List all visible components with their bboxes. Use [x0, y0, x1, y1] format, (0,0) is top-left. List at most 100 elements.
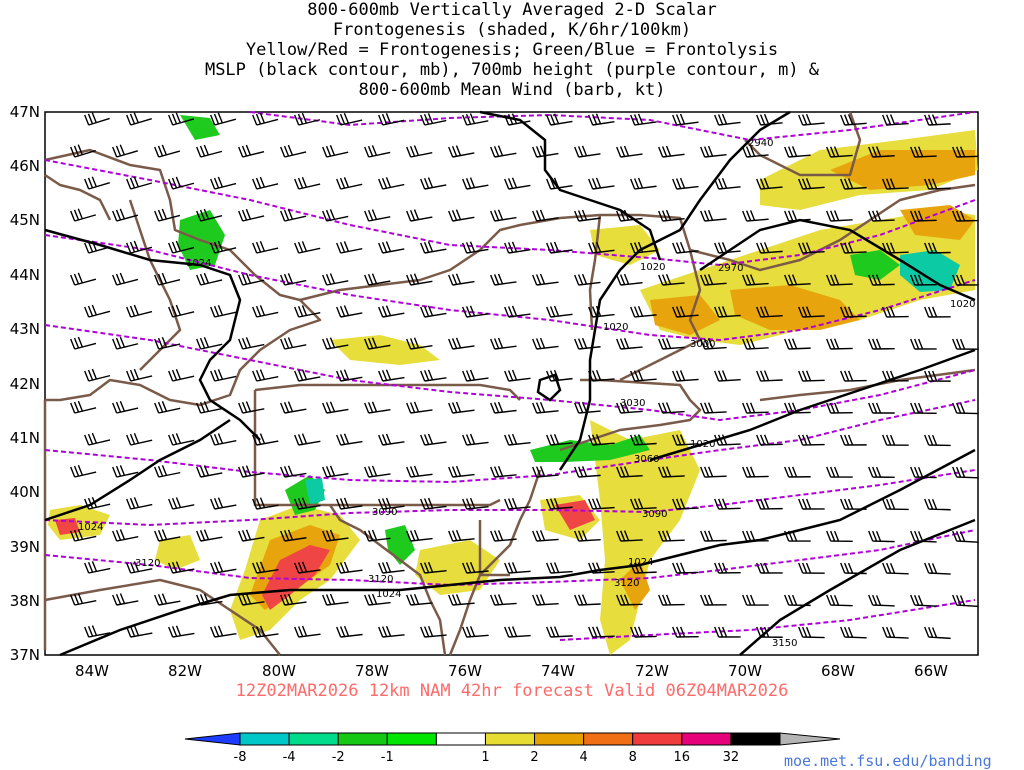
colorbar-label: 1	[481, 750, 489, 765]
wind-barb	[952, 530, 979, 543]
lon-label: 78W	[355, 662, 389, 680]
fgen-patch-orange	[730, 285, 860, 330]
wind-barb	[616, 530, 643, 542]
lat-label: 39N	[10, 538, 40, 556]
fgen-patch-teal	[900, 250, 960, 292]
height-label: 3120	[368, 574, 393, 585]
wind-barb	[882, 370, 909, 382]
wind-barb	[700, 145, 727, 158]
height-label: 2970	[718, 263, 743, 274]
wind-barb	[406, 209, 433, 222]
wind-barb	[336, 497, 363, 510]
wind-barb	[70, 400, 97, 414]
wind-barb	[336, 112, 363, 126]
wind-barb	[882, 242, 909, 254]
wind-barb	[462, 177, 489, 190]
wind-barb	[672, 434, 699, 446]
wind-barb	[882, 434, 909, 446]
colorbar-label: 2	[530, 750, 538, 765]
forecast-subtitle: 12Z02MAR2026 12km NAM 42hr forecast Vali…	[235, 681, 789, 701]
wind-barb	[840, 370, 867, 382]
wind-barb	[420, 626, 447, 638]
wind-barb	[714, 370, 741, 382]
wind-barb	[154, 144, 181, 158]
wind-barb	[630, 626, 657, 638]
wind-barb	[322, 337, 349, 350]
wind-barb	[532, 209, 559, 222]
wind-barb	[154, 208, 181, 222]
wind-barb	[154, 465, 181, 478]
wind-barb	[840, 434, 867, 446]
height-contour	[249, 111, 976, 142]
wind-barb	[322, 209, 349, 222]
wind-barb	[630, 434, 657, 446]
wind-barb	[588, 434, 615, 446]
wind-barb	[448, 145, 475, 158]
wind-barb	[238, 401, 265, 414]
wind-barb	[658, 274, 685, 286]
wind-barb	[910, 466, 937, 479]
wind-barb	[210, 112, 237, 126]
colorbar-label: -8	[234, 750, 247, 765]
wind-barb	[588, 369, 615, 382]
wind-barb	[168, 561, 195, 574]
height-label: 3090	[372, 507, 397, 518]
wind-barb	[196, 144, 223, 158]
wind-barb	[168, 112, 195, 126]
wind-barb	[126, 368, 153, 382]
wind-barb	[924, 114, 951, 126]
wind-barb	[406, 145, 433, 158]
wind-barb	[882, 498, 909, 511]
wind-barb	[406, 593, 433, 606]
wind-barb	[756, 498, 783, 510]
wind-barb	[882, 114, 909, 126]
border-line	[44, 173, 112, 221]
lon-label: 70W	[728, 662, 762, 680]
mslp-label: 1024	[628, 557, 653, 568]
wind-barb	[112, 336, 139, 350]
wind-barb	[238, 337, 265, 350]
wind-barb	[532, 466, 559, 478]
wind-barb	[378, 625, 405, 638]
wind-barb	[294, 112, 321, 126]
wind-barb	[924, 562, 951, 575]
wind-barb	[910, 274, 937, 286]
wind-barb	[126, 112, 152, 126]
colorbar-label: 32	[723, 750, 740, 765]
wind-barb	[336, 625, 363, 638]
wind-barb	[868, 530, 895, 543]
wind-barb	[280, 593, 307, 606]
height-contour	[44, 529, 976, 587]
lat-label: 40N	[10, 483, 40, 501]
wind-barb	[546, 177, 573, 190]
colorbar-box	[730, 732, 781, 746]
fgen-patch-green	[850, 250, 900, 280]
mslp-contour	[649, 348, 976, 462]
wind-barb	[210, 561, 237, 574]
wind-barb	[378, 433, 405, 446]
lat-label: 46N	[10, 157, 40, 175]
wind-barb	[126, 433, 153, 446]
wind-barb	[672, 562, 699, 574]
wind-barb	[238, 208, 265, 222]
wind-barb	[84, 240, 111, 254]
lon-label: 66W	[914, 662, 948, 680]
wind-barb	[798, 370, 825, 382]
wind-barb	[840, 562, 867, 575]
wind-barb	[168, 497, 195, 510]
wind-barb	[588, 562, 615, 574]
wind-barb	[154, 529, 181, 542]
wind-barb	[420, 561, 447, 574]
wind-barb	[532, 401, 559, 414]
height-label: 3030	[620, 398, 645, 409]
wind-barb	[910, 338, 937, 350]
height-contour	[44, 234, 976, 342]
wind-barb	[532, 594, 559, 606]
wind-barb	[868, 402, 895, 414]
wind-barb	[784, 146, 811, 158]
wind-barb	[420, 305, 447, 318]
wind-barb	[672, 113, 699, 126]
mslp-label: 1024	[186, 258, 211, 269]
colorbar-box	[239, 732, 290, 746]
colorbar-box	[534, 732, 585, 746]
